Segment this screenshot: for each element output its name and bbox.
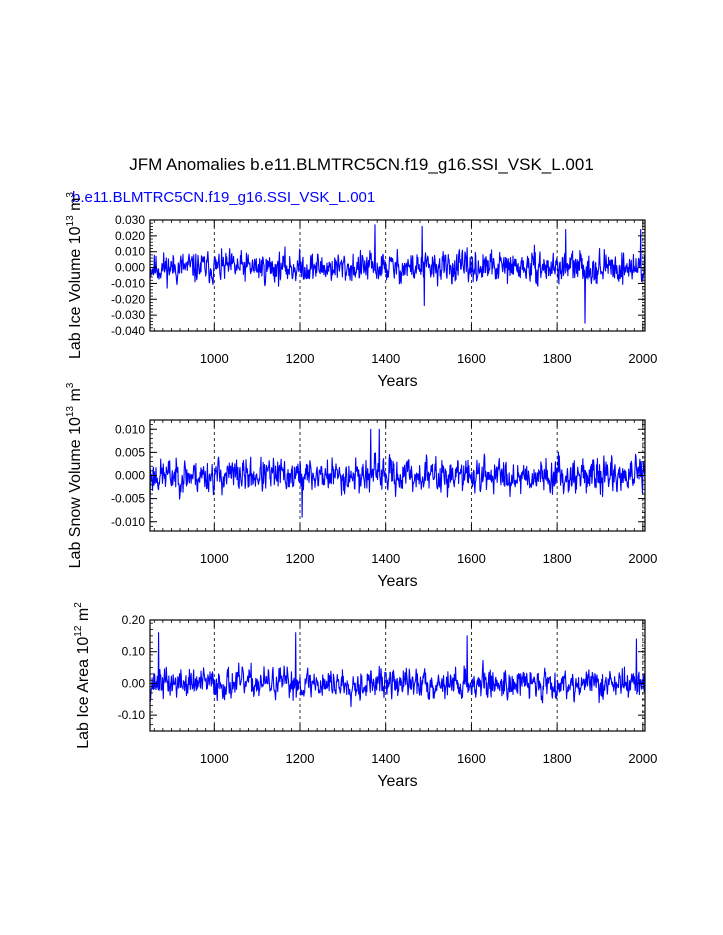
x-tick-label: 1600 xyxy=(457,751,486,766)
x-tick-label: 1400 xyxy=(371,351,400,366)
series-line xyxy=(149,428,646,518)
x-tick-label: 1800 xyxy=(543,351,572,366)
y-tick-label: 0.10 xyxy=(122,645,146,659)
plot-frame xyxy=(149,219,646,332)
y-label-exponent: 2 xyxy=(73,602,84,608)
x-axis-label: Years xyxy=(377,773,417,790)
y-tick-label: 0.00 xyxy=(122,676,146,690)
x-tick-label: 1000 xyxy=(200,551,229,566)
y-axis-label: Lab Ice Volume 1013 m3 xyxy=(65,192,84,359)
y-tick-label: 0.020 xyxy=(115,229,145,243)
y-tick-label: -0.040 xyxy=(111,324,145,338)
y-label-exponent: 3 xyxy=(65,382,76,388)
y-axis-label: Lab Snow Volume 1013 m3 xyxy=(65,382,84,568)
x-tick-label: 1000 xyxy=(200,351,229,366)
y-label-text: Lab Snow Volume 10 xyxy=(67,417,84,568)
x-tick-label: 1400 xyxy=(371,751,400,766)
run-label: b.e11.BLMTRC5CN.f19_g16.SSI_VSK_L.001 xyxy=(72,189,376,206)
y-tick-label: -0.010 xyxy=(111,515,145,529)
x-tick-label: 1800 xyxy=(543,751,572,766)
y-tick-label: 0.030 xyxy=(115,213,145,227)
y-label-exponent: 12 xyxy=(73,625,84,637)
y-axis-label: Lab Ice Area 1012 m2 xyxy=(73,602,92,749)
x-tick-label: 1200 xyxy=(286,351,315,366)
y-tick-label: -0.030 xyxy=(111,308,145,322)
y-tick-label: 0.010 xyxy=(115,422,145,436)
x-tick-label: 1600 xyxy=(457,551,486,566)
x-axis-label: Years xyxy=(377,373,417,390)
x-tick-label: 2000 xyxy=(628,351,657,366)
x-tick-label: 1000 xyxy=(200,751,229,766)
series-line xyxy=(149,224,646,324)
y-tick-label: 0.005 xyxy=(115,445,145,459)
panel-2: 0.010 0.005 0.000 -0.005 -0.010 1000 1200 1400 1… xyxy=(65,382,657,590)
x-tick-label: 1200 xyxy=(286,751,315,766)
series-line xyxy=(149,632,646,708)
y-tick-label: 0.000 xyxy=(115,469,145,483)
x-tick-label: 1200 xyxy=(286,551,315,566)
x-axis-label: Years xyxy=(377,573,417,590)
x-tick-label: 1400 xyxy=(371,551,400,566)
x-tick-label: 1600 xyxy=(457,351,486,366)
x-tick-label: 1800 xyxy=(543,551,572,566)
y-label-exponent: 13 xyxy=(65,406,76,418)
y-tick-label: 0.000 xyxy=(115,261,145,275)
y-tick-label: 0.010 xyxy=(115,245,145,259)
panel-3: 0.20 0.10 0.00 -0.10 1000 1200 1400 1600 1800 200… xyxy=(73,602,657,790)
y-label-unit: m xyxy=(67,388,84,406)
y-label-unit: m xyxy=(75,608,92,626)
panel-1: 0.030 0.020 0.010 0.000-0.010 -0.020 -0.030 -0… xyxy=(65,192,657,390)
y-label-unit: m xyxy=(67,198,84,216)
y-tick-label: -0.020 xyxy=(111,292,145,306)
y-tick-label: -0.10 xyxy=(118,708,146,722)
y-label-text: Lab Ice Area 10 xyxy=(75,637,92,749)
x-tick-label: 2000 xyxy=(628,751,657,766)
x-tick-label: 2000 xyxy=(628,551,657,566)
y-tick-label: -0.010 xyxy=(111,276,145,290)
y-tick-label: 0.20 xyxy=(122,613,146,627)
y-tick-label: -0.005 xyxy=(111,492,145,506)
y-label-text: Lab Ice Volume 10 xyxy=(67,226,84,359)
y-label-exponent: 3 xyxy=(65,192,76,198)
chart-title: JFM Anomalies b.e11.BLMTRC5CN.f19_g16.SS… xyxy=(129,155,594,174)
plot-frame xyxy=(149,619,646,732)
y-label-exponent: 13 xyxy=(65,215,76,227)
